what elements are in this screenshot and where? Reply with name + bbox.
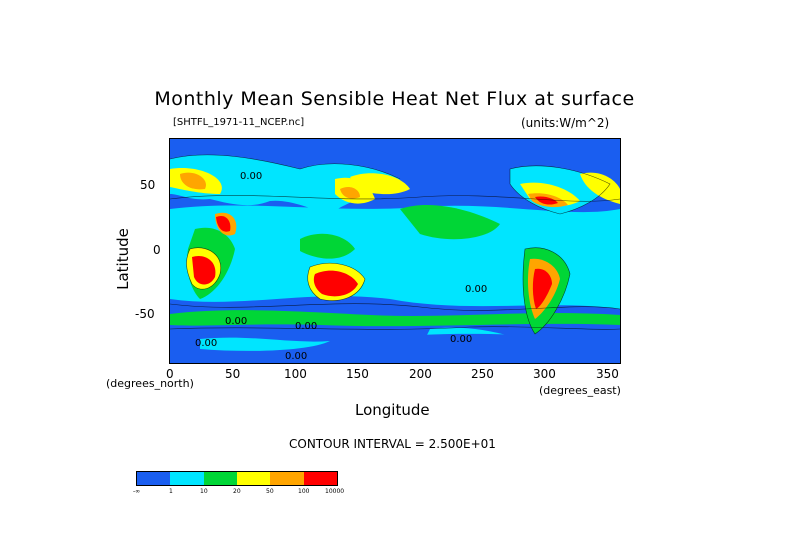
- x-tick-label: 300: [533, 367, 556, 381]
- colorbar: [136, 471, 338, 486]
- x-tick-label: 50: [225, 367, 241, 381]
- colorbar-label: -∞: [133, 488, 141, 495]
- x-unit-label: (degrees_north): [106, 377, 194, 390]
- map-plot: 0.00 0.00 0.00 0.00 0.00 0.00 0.00: [169, 138, 621, 364]
- colorbar-label: 10: [200, 488, 208, 495]
- x-axis-label: Longitude: [355, 401, 430, 419]
- contour-label: 0.00: [465, 284, 487, 295]
- x-tick-label: 150: [346, 367, 369, 381]
- contour-label: 0.00: [225, 316, 247, 327]
- colorbar-label: 50: [266, 488, 274, 495]
- colorbar-label: 10000: [325, 488, 345, 495]
- y-tick-label: 0: [153, 243, 161, 257]
- contour-label: 0.00: [285, 351, 307, 362]
- x-tick-label: 350: [596, 367, 619, 381]
- x-tick-label: 200: [409, 367, 432, 381]
- colorbar-label: 100: [298, 488, 310, 495]
- colorbar-label: 20: [233, 488, 241, 495]
- units-label: (units:W/m^2): [521, 116, 610, 130]
- colorbar-cell: [270, 472, 304, 485]
- colorbar-cell: [303, 472, 337, 485]
- y-unit-label: (degrees_east): [539, 384, 621, 397]
- colorbar-cell: [137, 472, 171, 485]
- y-tick-label: 50: [140, 178, 156, 192]
- x-tick-label: 0: [166, 367, 174, 381]
- x-tick-label: 250: [471, 367, 494, 381]
- y-tick-label: -50: [135, 307, 155, 321]
- y-axis-label: Latitude: [114, 228, 132, 290]
- sensible-heat-map: 0.00 0.00 0.00 0.00 0.00 0.00 0.00: [170, 139, 620, 363]
- colorbar-cell: [203, 472, 237, 485]
- contour-label: 0.00: [195, 338, 217, 349]
- file-label: [SHTFL_1971-11_NCEP.nc]: [173, 117, 305, 128]
- contour-label: 0.00: [295, 321, 317, 332]
- x-tick-label: 100: [284, 367, 307, 381]
- contour-interval-label: CONTOUR INTERVAL = 2.500E+01: [289, 437, 496, 451]
- contour-label: 0.00: [240, 171, 262, 182]
- map-title: Monthly Mean Sensible Heat Net Flux at s…: [154, 88, 635, 110]
- colorbar-cell: [170, 472, 204, 485]
- colorbar-label: 1: [169, 488, 173, 495]
- contour-label: 0.00: [450, 334, 472, 345]
- colorbar-cell: [236, 472, 271, 485]
